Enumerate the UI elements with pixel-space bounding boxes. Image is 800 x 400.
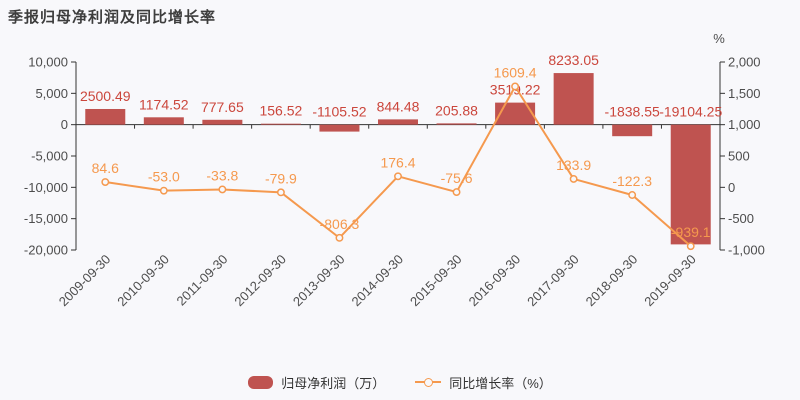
line-value-label: 176.4 xyxy=(380,154,415,170)
x-axis-label: 2012-09-30 xyxy=(231,252,289,310)
line-point-2016-09-30[interactable] xyxy=(511,82,520,91)
x-axis-label: 2009-09-30 xyxy=(56,252,114,310)
x-axis-label: 2017-09-30 xyxy=(524,252,582,310)
line-point-2012-09-30[interactable] xyxy=(276,188,285,197)
left-axis-tick-label: -10,000 xyxy=(24,180,68,195)
line-point-2019-09-30[interactable] xyxy=(686,242,695,251)
bar-2016-09-30[interactable] xyxy=(495,102,536,125)
bar-value-label: 205.88 xyxy=(435,102,478,118)
line-point-2014-09-30[interactable] xyxy=(394,172,402,181)
line-value-label: -33.8 xyxy=(206,167,238,183)
left-axis-tick-label: 5,000 xyxy=(35,86,68,101)
bar-value-label: 844.48 xyxy=(377,98,420,114)
x-axis-label: 2011-09-30 xyxy=(174,252,231,309)
line-value-label: 84.6 xyxy=(92,160,119,176)
right-axis-tick-label: 500 xyxy=(728,149,750,164)
line-value-label: -939.1 xyxy=(671,224,711,240)
bar-value-label: -1838.55 xyxy=(605,104,660,120)
legend-item-growth-rate[interactable]: 同比增长率（%） xyxy=(415,373,552,392)
line-point-2011-09-30[interactable] xyxy=(218,185,227,194)
x-axis-label: 2018-09-30 xyxy=(583,252,641,310)
right-axis-tick-label: 0 xyxy=(728,180,735,195)
left-axis-tick-label: -5,000 xyxy=(31,149,68,164)
left-axis-tick-label: 0 xyxy=(61,117,68,132)
bar-value-label: 8233.05 xyxy=(548,52,599,68)
x-axis-label: 2016-09-30 xyxy=(466,252,524,310)
bar-2015-09-30[interactable] xyxy=(436,123,477,125)
left-axis-tick-label: -15,000 xyxy=(24,211,68,226)
x-axis-label: 2013-09-30 xyxy=(290,252,348,310)
right-axis-tick-label: 1,500 xyxy=(728,86,761,101)
bar-2014-09-30[interactable] xyxy=(378,119,418,125)
x-axis-label: 2010-09-30 xyxy=(114,252,172,310)
bar-2009-09-30[interactable] xyxy=(85,108,126,125)
legend-line-label: 同比增长率（%） xyxy=(449,375,552,391)
bar-2012-09-30[interactable] xyxy=(260,123,301,125)
legend-item-net-profit[interactable]: 归母净利润（万） xyxy=(248,373,385,392)
x-axis-label: 2014-09-30 xyxy=(348,252,406,310)
bar-value-label: 156.52 xyxy=(259,103,302,119)
line-legend-marker-icon xyxy=(415,377,442,387)
x-axis-label: 2015-09-30 xyxy=(407,252,465,310)
x-axis-label: 2019-09-30 xyxy=(641,252,699,310)
line-point-2015-09-30[interactable] xyxy=(452,188,461,197)
line-value-label: -75.6 xyxy=(441,170,473,186)
line-point-2013-09-30[interactable] xyxy=(335,233,344,242)
bar-value-label: 2500.49 xyxy=(80,88,131,104)
bar-value-label: 777.65 xyxy=(201,99,244,115)
line-point-2010-09-30[interactable] xyxy=(159,186,168,195)
left-axis-tick-label: 10,000 xyxy=(28,55,68,70)
line-value-label: -122.3 xyxy=(612,173,652,189)
line-point-2009-09-30[interactable] xyxy=(101,178,110,186)
bar-value-label: -19104.25 xyxy=(659,104,722,120)
right-axis-tick-label: -500 xyxy=(728,211,754,226)
bar-2019-09-30[interactable] xyxy=(670,124,711,245)
bar-legend-swatch-icon xyxy=(248,375,274,389)
bar-2010-09-30[interactable] xyxy=(143,117,184,125)
bar-2017-09-30[interactable] xyxy=(553,73,594,125)
right-axis-tick-label: -1,000 xyxy=(728,243,765,258)
line-value-label: 1609.4 xyxy=(494,64,537,80)
chart-title: 季报归母净利润及同比增长率 xyxy=(8,9,217,26)
bar-value-label: 1174.52 xyxy=(139,96,189,112)
line-value-label: -53.0 xyxy=(148,169,180,185)
bar-value-label: -1105.52 xyxy=(312,104,366,120)
right-axis-tick-label: 2,000 xyxy=(728,55,761,70)
bar-2018-09-30[interactable] xyxy=(612,124,653,137)
line-point-2017-09-30[interactable] xyxy=(569,174,578,183)
bar-2011-09-30[interactable] xyxy=(202,119,243,125)
line-point-2018-09-30[interactable] xyxy=(628,191,637,199)
bar-2013-09-30[interactable] xyxy=(319,124,360,132)
line-value-label: -79.9 xyxy=(265,170,297,186)
legend: 归母净利润（万） 同比增长率（%） xyxy=(0,370,800,394)
legend-bar-label: 归母净利润（万） xyxy=(281,375,386,391)
line-value-label: 133.9 xyxy=(556,157,591,173)
right-axis-tick-label: 1,000 xyxy=(728,117,761,132)
left-axis-tick-label: -20,000 xyxy=(24,243,68,258)
right-axis-unit-label: % xyxy=(713,31,725,46)
line-value-label: -806.3 xyxy=(320,216,360,232)
